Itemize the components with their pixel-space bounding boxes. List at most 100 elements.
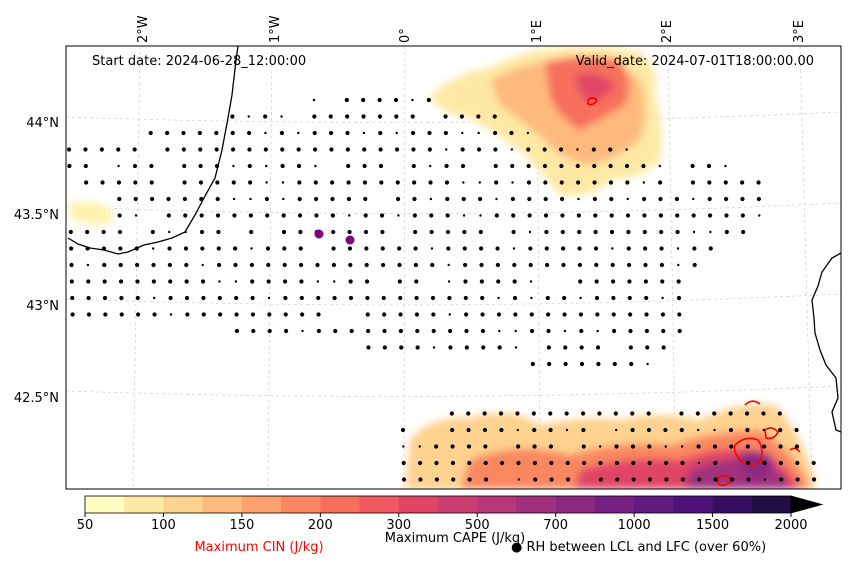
rh-dot [712,411,717,416]
rh-dot [476,147,482,152]
rh-dot [496,279,501,284]
rh-dot [680,445,684,448]
rh-dot [450,427,455,433]
rh-dot [549,460,554,466]
rh-dot [218,312,223,317]
rh-dot [363,213,368,218]
rh-dot [329,147,334,152]
rh-dot [643,279,648,284]
colorbar-frame [84,495,792,514]
rh-dot [464,312,469,317]
rh-dot [410,114,415,119]
rh-dot [513,312,518,317]
rh-dot [166,213,171,218]
rh-dot [135,295,140,301]
rh-dot [479,214,482,217]
rh-dot [509,130,514,136]
rh-dot [398,328,403,334]
rh-dot [614,444,619,449]
rh-dot [532,444,537,449]
rh-dot [430,295,436,301]
rh-dot [690,180,696,185]
rh-dot [445,148,448,151]
rh-dot [527,196,532,202]
rh-dot [443,130,448,136]
rh-dot [363,196,368,202]
rh-dot [281,181,285,184]
rh-dot [102,262,107,268]
rh-dot [314,164,317,168]
rh-dot [482,427,488,433]
rh-dot [345,130,350,136]
rh-dot [740,196,745,202]
rh-dot [461,131,464,135]
rh-dot [251,328,256,334]
rh-dot [117,196,122,202]
rh-dot [625,213,631,218]
rh-dot [463,295,468,301]
rh-dot [462,246,467,251]
rh-dot [413,229,418,235]
rh-dot [315,262,320,268]
rh-dot [332,295,337,301]
rh-dot [778,444,783,449]
rh-dot [514,329,517,333]
rh-dot [201,295,206,301]
rh-dot [642,181,645,184]
rh-dot [517,478,521,481]
rh-dot [707,213,713,218]
rh-dot [658,213,663,218]
rh-dot [695,411,700,416]
rh-dot [184,295,190,301]
rh-dot [182,180,187,185]
rh-dot [398,295,403,301]
rh-dot [627,262,632,268]
rh-dot [247,130,252,136]
rh-dot [740,213,745,218]
rh-dot [249,262,254,268]
rh-dot [363,229,369,235]
rh-dot [543,180,548,185]
rh-dot [658,180,663,185]
rh-dot [576,213,581,218]
rh-dot [612,328,617,334]
coastline [67,46,841,433]
rh-dot [434,444,439,449]
rh-dot [692,230,696,234]
rh-dot [445,196,450,202]
rh-dot [696,444,701,449]
rh-dot [611,312,616,317]
rh-dot [361,114,366,119]
cape-field-south [405,404,815,489]
rh-dot [641,163,646,169]
rh-dot [532,427,537,433]
rh-dot [296,163,302,169]
rh-dot [300,312,305,317]
rh-dot [312,98,316,102]
rh-dot [577,197,580,201]
rh-dot [397,246,402,251]
rh-dot [361,97,366,103]
rh-dot [510,148,514,151]
rh-dot [214,130,219,136]
rh-dot [692,246,697,251]
rh-dot [362,163,367,169]
rh-dot [393,97,399,103]
rh-dot [511,229,516,235]
rh-dot [85,229,90,235]
rh-dot [450,444,455,449]
cape-label: Maximum CAPE (J/kg) [385,531,525,546]
rh-dot [546,312,551,317]
rh-dot [329,130,334,136]
rh-dot [230,114,235,119]
rh-dot [413,246,418,251]
rh-dot [411,163,416,169]
rh-dot [664,477,669,482]
rh-dot [183,246,189,251]
rh-dot [531,411,536,416]
rh-dot [483,477,489,482]
rh-dot [609,196,614,202]
rh-dot [492,114,497,119]
rh-dot [707,180,712,185]
colorbar-segment [555,496,596,513]
